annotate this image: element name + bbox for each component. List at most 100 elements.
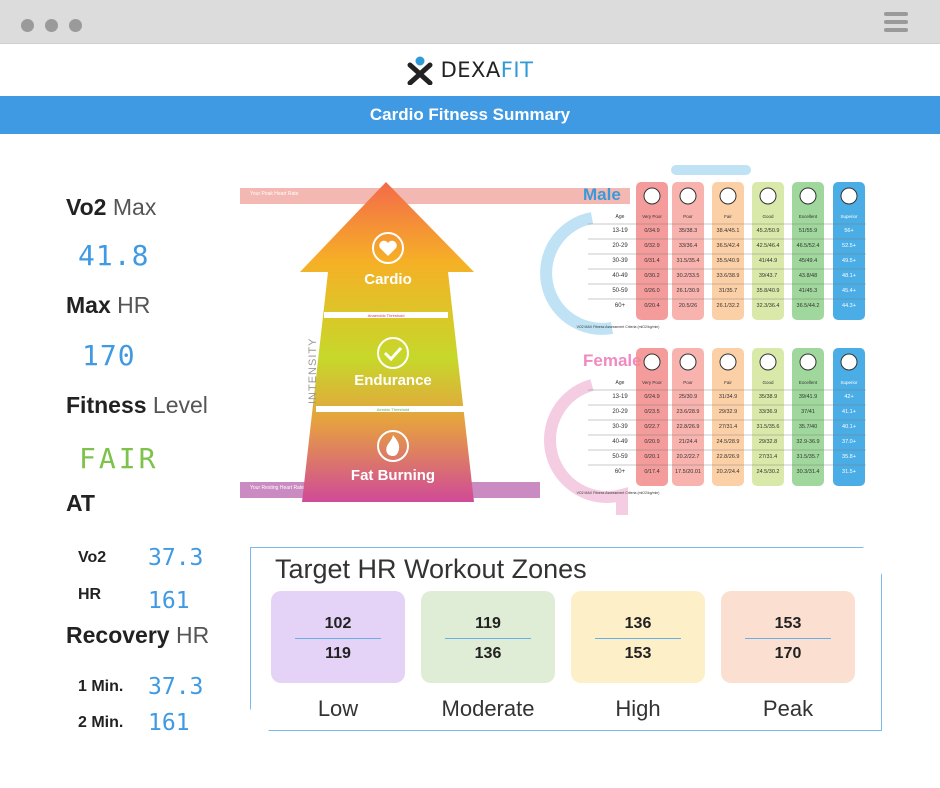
female-table-cell: 0/20.1 [644,454,659,460]
face-icon [840,187,858,205]
female-table-column [636,348,668,486]
female-table-cell: 0/17.4 [644,469,659,475]
female-table-cell: 31.5/35.6 [757,424,780,430]
zone-divider [745,638,831,639]
zone-name-peak: Peak [762,696,814,721]
male-table-cell: 26.1/30.9 [677,288,700,294]
female-table-cell: 20.2/24.4 [717,469,740,475]
fitness-level-value: FAIR [79,442,159,475]
heart-icon [372,232,404,264]
female-table-cell: 17.5/20.01 [675,469,701,475]
zone-upper-bound: 170 [774,645,802,662]
female-table-column [672,348,704,486]
female-table-cell: 39/41.9 [799,394,817,400]
female-table-cell: 22.8/26.9 [677,424,700,430]
male-table-cell: 0/34.9 [644,228,659,234]
male-table-cell: 0/31.4 [644,258,659,264]
male-table-cell: 33.6/38.9 [717,273,740,279]
male-table-cell: 35.5/40.9 [717,258,740,264]
recovery-2min-label: 2 Min. [78,714,124,731]
male-table-cell: 45.2/50.9 [757,228,780,234]
male-table-age-cell: 13-19 [612,228,628,234]
male-table-cell: 32.3/36.4 [757,303,780,309]
recovery-1min-value: 37.3 [148,674,204,700]
male-table-age-cell: 40-49 [612,273,628,279]
vo2max-label: Vo2 Max [66,194,157,220]
hamburger-icon[interactable] [884,9,908,37]
male-table-level-header: Superior [840,214,858,219]
female-table-cell: 24.5/30.2 [757,469,780,475]
female-table-cell: 32.9-36.9 [796,439,819,445]
male-table-cell: 46.5/52.4 [797,243,820,249]
female-table-level-header: Good [762,380,774,385]
male-table-cell: 36.5/42.4 [717,243,740,249]
zone-lower-bound: 153 [774,615,802,632]
zone-divider [295,638,381,639]
male-table-cell: 42.5/46.4 [757,243,780,249]
female-table-age-cell: 60+ [615,469,626,475]
female-table-column [833,348,865,486]
peak-hr-bar [240,188,630,204]
male-table-cell: 52.5+ [842,243,856,249]
window-titlebar [0,0,940,44]
zone-lower-bound: 102 [324,615,352,632]
face-icon [799,353,817,371]
female-table-age-cell: 13-19 [612,394,628,400]
zone-card-moderate: 119 136 [421,591,555,683]
at-vo2-value: 37.3 [148,545,204,571]
female-table-cell: 21/24.4 [679,439,697,445]
male-table-cell: 30.2/33.5 [677,273,700,279]
zone-upper-bound: 119 [325,645,351,662]
male-table-age-cell: 20-29 [612,243,628,249]
male-table-cell: 35.8/40.9 [757,288,780,294]
female-table-level-header: Superior [840,380,858,385]
female-table-cell: 37/41 [801,409,815,415]
face-icon [679,187,697,205]
female-table-level-header: Very Poor [642,380,662,385]
female-table-cell: 31/34.9 [719,394,737,400]
female-table-column [752,348,784,486]
male-table-cell: 35/38.3 [679,228,697,234]
face-icon [719,187,737,205]
female-table-cell: 0/22.7 [644,424,659,430]
male-table-cell: 49.5+ [842,258,856,264]
male-table-cell: 41/44.9 [759,258,777,264]
window-dot-2[interactable] [45,19,58,32]
male-table-cell: 20.5/26 [679,303,697,309]
face-icon [840,353,858,371]
brand-name: DEXAFIT [440,58,534,82]
male-table-level-header: Poor [683,214,693,219]
female-table-age-cell: 30-39 [612,424,628,430]
face-icon [643,353,661,371]
zone-name-moderate: Moderate [441,696,535,721]
intensity-arrow [300,182,474,502]
female-table-title: Female [583,351,642,370]
female-table-age-cell: 40-49 [612,439,628,445]
at-hr-label: HR [78,586,102,603]
male-table-cell: 45/49.4 [799,258,817,264]
heart-rate-zone-infographic: Your Peak Heart Rate Your Resting Heart … [240,165,866,515]
face-icon [679,353,697,371]
male-table-cell: 33/36.4 [679,243,697,249]
female-table-cell: 40.1+ [842,424,856,430]
female-table-level-header: Excellent [799,380,818,385]
female-table-cell: 30.3/31.4 [797,469,820,475]
male-table-level-header: Fair [724,214,732,219]
female-table-age-header: Age [616,380,625,386]
window-dot-1[interactable] [21,19,34,32]
recovery-hr-label: Recovery HR [66,622,210,648]
female-table-cell: 25/30.9 [679,394,697,400]
male-table-cell: 51/55.9 [799,228,817,234]
window-dot-3[interactable] [69,19,82,32]
female-table-cell: 35/38.9 [759,394,777,400]
male-table-column [636,182,668,320]
fitness-level-label: Fitness Level [66,392,208,418]
at-vo2-label: Vo2 [78,549,107,566]
female-table-column [792,348,824,486]
brand-header: DEXAFIT [0,44,940,96]
zone-name-high: High [615,696,661,721]
face-icon [759,187,777,205]
female-table-cell: 35.7/40 [799,424,817,430]
female-table-cell: 27/31.4 [719,424,737,430]
male-table-column [833,182,865,320]
